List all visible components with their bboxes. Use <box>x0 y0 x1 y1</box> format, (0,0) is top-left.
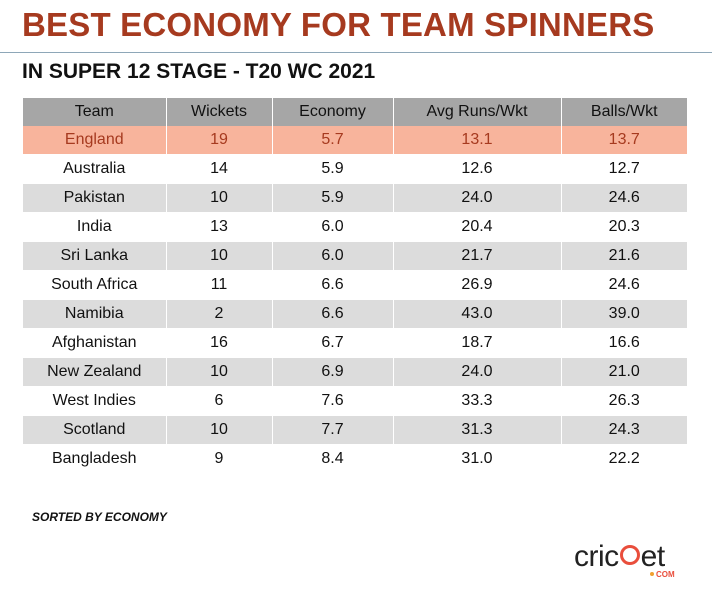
cell-balls-per-wkt: 26.3 <box>561 386 687 416</box>
cell-balls-per-wkt: 12.7 <box>561 154 687 184</box>
column-header-team: Team <box>23 98 167 126</box>
cell-economy: 6.7 <box>272 328 394 358</box>
logo-suffix-text: COM <box>656 570 675 579</box>
chart-subtitle: IN SUPER 12 STAGE - T20 WC 2021 <box>22 60 376 83</box>
cell-avg-runs-per-wkt: 26.9 <box>393 270 562 300</box>
cell-wickets: 14 <box>166 154 273 184</box>
cell-wickets: 10 <box>166 415 273 445</box>
cricket-com-logo: cric et COM <box>568 540 693 585</box>
cell-avg-runs-per-wkt: 18.7 <box>393 328 562 358</box>
column-header-avg-runs-per-wkt: Avg Runs/Wkt <box>393 98 562 126</box>
logo-wordmark: cric et <box>574 540 665 574</box>
cell-avg-runs-per-wkt: 31.0 <box>393 444 562 474</box>
cell-avg-runs-per-wkt: 43.0 <box>393 299 562 329</box>
cell-wickets: 6 <box>166 386 273 416</box>
cell-balls-per-wkt: 13.7 <box>561 126 687 155</box>
cell-avg-runs-per-wkt: 33.3 <box>393 386 562 416</box>
table-row: India 13 6.0 20.4 20.3 <box>23 212 687 242</box>
cell-avg-runs-per-wkt: 13.1 <box>393 126 562 155</box>
cell-wickets: 11 <box>166 270 273 300</box>
dot-icon <box>650 572 654 576</box>
cell-wickets: 16 <box>166 328 273 358</box>
cell-team: Australia <box>23 154 167 184</box>
logo-word-end: et <box>640 540 666 573</box>
cell-wickets: 10 <box>166 183 273 213</box>
cell-economy: 5.7 <box>272 126 394 155</box>
table-row: Scotland 10 7.7 31.3 24.3 <box>23 415 687 445</box>
table-row: England 19 5.7 13.1 13.7 <box>23 126 687 155</box>
cell-team: Scotland <box>23 415 167 445</box>
cell-economy: 7.7 <box>272 415 394 445</box>
table-header-row: Team Wickets Economy Avg Runs/Wkt Balls/… <box>23 98 687 126</box>
cell-balls-per-wkt: 21.6 <box>561 241 687 271</box>
cell-team: West Indies <box>23 386 167 416</box>
cell-team: New Zealand <box>23 357 167 387</box>
column-header-wickets: Wickets <box>166 98 273 126</box>
cell-balls-per-wkt: 39.0 <box>561 299 687 329</box>
cell-avg-runs-per-wkt: 21.7 <box>393 241 562 271</box>
title-divider <box>0 52 712 53</box>
cell-team: Namibia <box>23 299 167 329</box>
sort-footnote: SORTED BY ECONOMY <box>32 510 167 524</box>
cell-avg-runs-per-wkt: 24.0 <box>393 357 562 387</box>
cell-economy: 7.6 <box>272 386 394 416</box>
cell-wickets: 2 <box>166 299 273 329</box>
cell-team: England <box>23 126 167 155</box>
cell-team: Pakistan <box>23 183 167 213</box>
cell-avg-runs-per-wkt: 20.4 <box>393 212 562 242</box>
cell-wickets: 13 <box>166 212 273 242</box>
table-row: Namibia 2 6.6 43.0 39.0 <box>23 299 687 329</box>
cell-balls-per-wkt: 20.3 <box>561 212 687 242</box>
cell-balls-per-wkt: 21.0 <box>561 357 687 387</box>
table-row: South Africa 11 6.6 26.9 24.6 <box>23 270 687 300</box>
table-row: Sri Lanka 10 6.0 21.7 21.6 <box>23 241 687 271</box>
cell-team: Sri Lanka <box>23 241 167 271</box>
cell-economy: 5.9 <box>272 154 394 184</box>
table-row: Australia 14 5.9 12.6 12.7 <box>23 154 687 184</box>
cell-team: Bangladesh <box>23 444 167 474</box>
cell-avg-runs-per-wkt: 31.3 <box>393 415 562 445</box>
cell-economy: 6.9 <box>272 357 394 387</box>
cricket-ball-icon <box>619 545 640 565</box>
cell-wickets: 19 <box>166 126 273 155</box>
cell-wickets: 10 <box>166 241 273 271</box>
table-row: West Indies 6 7.6 33.3 26.3 <box>23 386 687 416</box>
cell-wickets: 10 <box>166 357 273 387</box>
cell-balls-per-wkt: 24.6 <box>561 270 687 300</box>
cell-balls-per-wkt: 16.6 <box>561 328 687 358</box>
cell-team: South Africa <box>23 270 167 300</box>
cell-balls-per-wkt: 22.2 <box>561 444 687 474</box>
cell-economy: 6.6 <box>272 270 394 300</box>
cell-economy: 6.0 <box>272 212 394 242</box>
logo-suffix: COM <box>650 570 675 579</box>
logo-word-start: cric <box>574 540 619 573</box>
chart-title: BEST ECONOMY FOR TEAM SPINNERS <box>22 6 655 43</box>
cell-wickets: 9 <box>166 444 273 474</box>
table-row: Pakistan 10 5.9 24.0 24.6 <box>23 183 687 213</box>
cell-economy: 8.4 <box>272 444 394 474</box>
spinner-economy-table: Team Wickets Economy Avg Runs/Wkt Balls/… <box>23 98 687 474</box>
table-row: Afghanistan 16 6.7 18.7 16.6 <box>23 328 687 358</box>
cell-balls-per-wkt: 24.6 <box>561 183 687 213</box>
column-header-economy: Economy <box>272 98 394 126</box>
table-body: England 19 5.7 13.1 13.7 Australia 14 5.9 12.6 12… <box>23 126 687 474</box>
cell-avg-runs-per-wkt: 12.6 <box>393 154 562 184</box>
table-row: New Zealand 10 6.9 24.0 21.0 <box>23 357 687 387</box>
cell-team: Afghanistan <box>23 328 167 358</box>
cell-team: India <box>23 212 167 242</box>
cell-economy: 5.9 <box>272 183 394 213</box>
column-header-balls-per-wkt: Balls/Wkt <box>561 98 687 126</box>
cell-economy: 6.6 <box>272 299 394 329</box>
cell-economy: 6.0 <box>272 241 394 271</box>
table-row: Bangladesh 9 8.4 31.0 22.2 <box>23 444 687 474</box>
cell-avg-runs-per-wkt: 24.0 <box>393 183 562 213</box>
cell-balls-per-wkt: 24.3 <box>561 415 687 445</box>
